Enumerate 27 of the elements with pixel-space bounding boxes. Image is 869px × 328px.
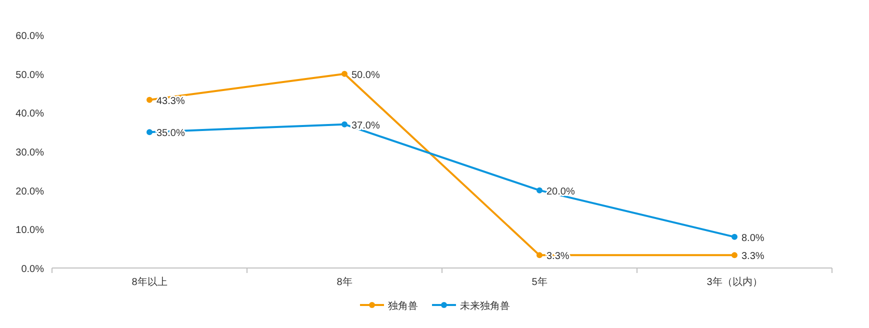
data-label: 3.3%: [742, 251, 764, 262]
x-tick-label: 8年以上: [132, 276, 168, 288]
point: [732, 234, 738, 240]
point: [536, 252, 542, 258]
y-tick-label: 50.0%: [16, 70, 44, 81]
point: [146, 96, 152, 103]
point: [146, 129, 152, 136]
data-label: 37.0%: [352, 120, 380, 132]
y-tick-label: 0.0%: [21, 264, 44, 275]
y-tick-label: 30.0%: [16, 148, 44, 158]
data-label: 20.0%: [546, 186, 575, 198]
point: [342, 121, 348, 128]
point: [732, 252, 738, 258]
data-label: 50.0%: [352, 70, 380, 81]
y-tick-label: 10.0%: [16, 225, 44, 236]
data-label: 43.3%: [156, 96, 185, 107]
data-label: 8.0%: [742, 232, 764, 244]
y-tick-label: 20.0%: [16, 186, 44, 198]
legend-label: 未来独角兽: [460, 300, 510, 312]
x-tick-label: 8年: [336, 276, 352, 288]
y-tick-label: 60.0%: [16, 31, 44, 42]
point: [536, 187, 542, 194]
y-tick-label: 40.0%: [16, 108, 44, 120]
legend-label: 独角兽: [388, 300, 418, 312]
x-tick-label: 5年: [532, 276, 548, 288]
point: [342, 70, 348, 77]
x-tick-label: 3年（以内）: [706, 276, 762, 288]
